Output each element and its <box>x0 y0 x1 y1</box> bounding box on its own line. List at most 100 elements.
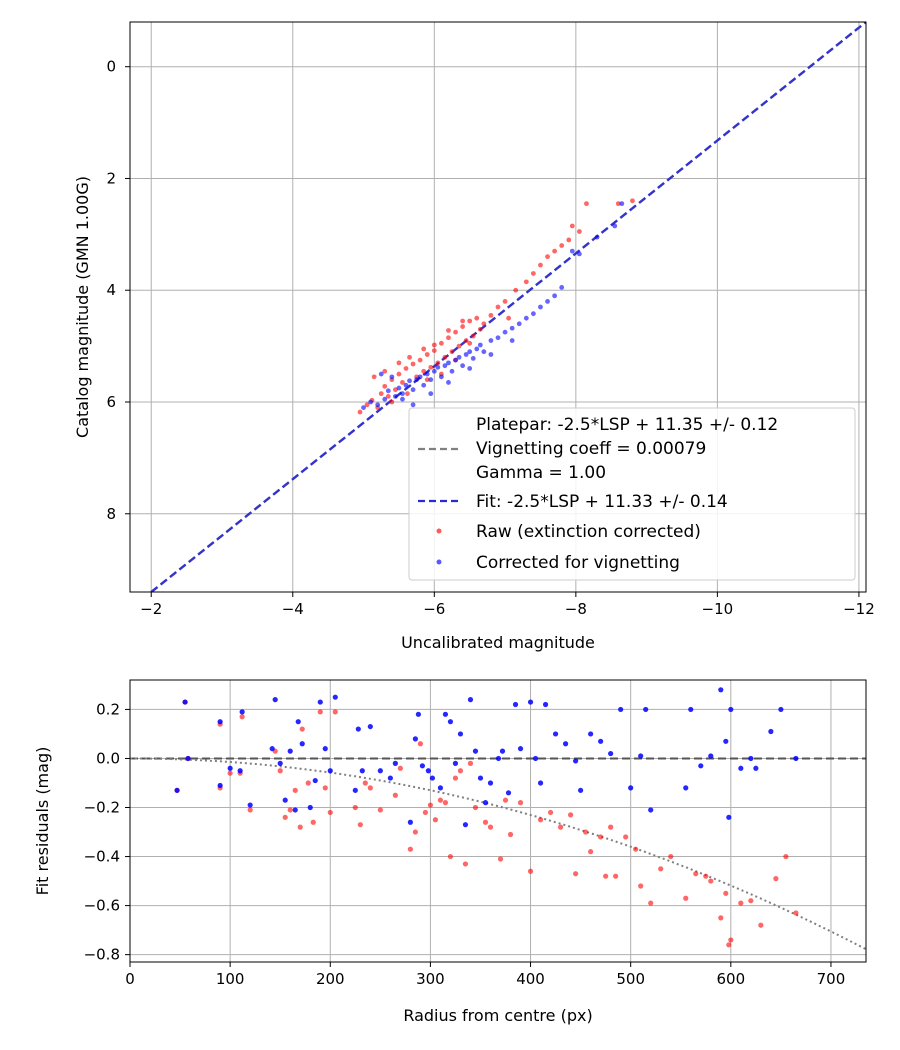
corrected-residual-point <box>482 800 489 806</box>
raw-residual-point <box>392 792 398 798</box>
raw-residual-point <box>773 876 779 882</box>
corrected-point <box>431 368 437 374</box>
legend-fit: Fit: -2.5*LSP + 11.33 +/- 0.14 <box>476 492 728 512</box>
raw-point <box>502 299 508 304</box>
corrected-residual-point <box>477 775 484 781</box>
raw-point <box>513 287 519 293</box>
raw-point <box>467 340 473 346</box>
raw-residual-point <box>683 895 689 901</box>
corrected-point <box>410 387 416 393</box>
corrected-point <box>368 399 374 405</box>
raw-point <box>488 312 494 318</box>
raw-residual-point <box>567 812 574 818</box>
raw-residual-point <box>517 800 524 806</box>
raw-point <box>463 338 469 343</box>
corrected-residual-point <box>415 711 421 717</box>
raw-residual-point <box>305 780 311 786</box>
corrected-point <box>414 377 420 383</box>
corrected-residual-point <box>588 731 594 737</box>
raw-residual-point <box>718 915 724 921</box>
corrected-residual-point <box>708 753 714 759</box>
raw-point <box>431 348 437 353</box>
corrected-point <box>619 201 625 207</box>
corrected-point <box>530 311 536 317</box>
corrected-point <box>474 346 480 352</box>
corrected-point <box>407 378 412 384</box>
raw-point <box>382 383 388 389</box>
raw-point <box>530 271 536 276</box>
corrected-residual-point <box>287 748 293 754</box>
corrected-point <box>523 315 529 321</box>
legend-gamma: Gamma = 1.00 <box>476 463 606 483</box>
raw-point <box>446 335 451 341</box>
corrected-point <box>417 374 423 380</box>
raw-point <box>456 343 462 349</box>
legend-raw: Raw (extinction corrected) <box>476 522 701 542</box>
raw-residual-point <box>332 709 338 715</box>
raw-residual-point <box>437 797 444 803</box>
top-y-tick-label: 8 <box>106 505 116 523</box>
top-x-tick-label: −8 <box>565 600 587 618</box>
corrected-residual-point <box>277 760 283 766</box>
corrected-point <box>559 285 565 290</box>
raw-residual-point <box>297 824 303 830</box>
raw-residual-point <box>292 787 298 793</box>
bottom-x-tick-label: 100 <box>216 970 245 988</box>
corrected-point <box>467 366 473 371</box>
raw-point <box>421 368 427 374</box>
corrected-residual-point <box>332 694 338 700</box>
raw-point <box>424 352 430 357</box>
raw-point <box>559 243 565 248</box>
bottom-y-tick-label: 0.0 <box>96 749 120 767</box>
raw-residual-point <box>352 804 358 811</box>
corrected-residual-point <box>299 741 305 747</box>
raw-residual-point <box>638 883 644 889</box>
corrected-residual-point <box>505 790 512 796</box>
corrected-residual-point <box>367 723 373 730</box>
raw-residual-point <box>738 900 744 906</box>
corrected-point <box>446 360 451 366</box>
raw-residual-point <box>377 807 383 813</box>
raw-point <box>385 394 391 399</box>
corrected-residual-point <box>578 787 584 793</box>
legend-platepar: Platepar: -2.5*LSP + 11.35 +/- 0.12 <box>476 415 778 435</box>
raw-residual-point <box>728 937 734 943</box>
corrected-point <box>509 325 515 331</box>
corrected-point <box>424 371 430 377</box>
raw-point <box>552 248 558 254</box>
raw-residual-point <box>783 853 789 860</box>
raw-residual-point <box>557 824 564 830</box>
raw-residual-point <box>613 873 619 879</box>
corrected-residual-point <box>425 768 432 774</box>
bottom-x-tick-label: 200 <box>316 970 345 988</box>
raw-residual-point <box>467 760 474 766</box>
corrected-point <box>442 363 448 369</box>
corrected-point <box>453 357 458 363</box>
raw-point <box>477 326 483 332</box>
corrected-residual-point <box>317 699 323 705</box>
raw-residual-point <box>282 814 288 820</box>
raw-point <box>428 364 434 370</box>
corrected-point <box>375 402 381 408</box>
corrected-residual-point <box>272 697 278 703</box>
corrected-residual-point <box>307 804 313 811</box>
corrected-point <box>502 329 508 335</box>
corrected-point <box>438 374 444 380</box>
corrected-residual-point <box>728 706 734 713</box>
raw-residual-point <box>482 819 489 825</box>
corrected-residual-point <box>608 750 614 757</box>
corrected-point <box>389 374 395 380</box>
raw-point <box>467 318 473 324</box>
raw-residual-point <box>287 807 293 813</box>
raw-residual-point <box>417 741 423 747</box>
raw-residual-point <box>623 834 629 840</box>
raw-point <box>576 229 582 234</box>
raw-residual-point <box>487 824 494 830</box>
corrected-residual-point <box>753 765 759 771</box>
corrected-residual-point <box>237 768 243 774</box>
raw-residual-point <box>442 800 449 806</box>
raw-point <box>615 201 621 207</box>
corrected-residual-point <box>295 719 301 725</box>
corrected-residual-point <box>537 780 544 786</box>
raw-point <box>396 360 402 366</box>
